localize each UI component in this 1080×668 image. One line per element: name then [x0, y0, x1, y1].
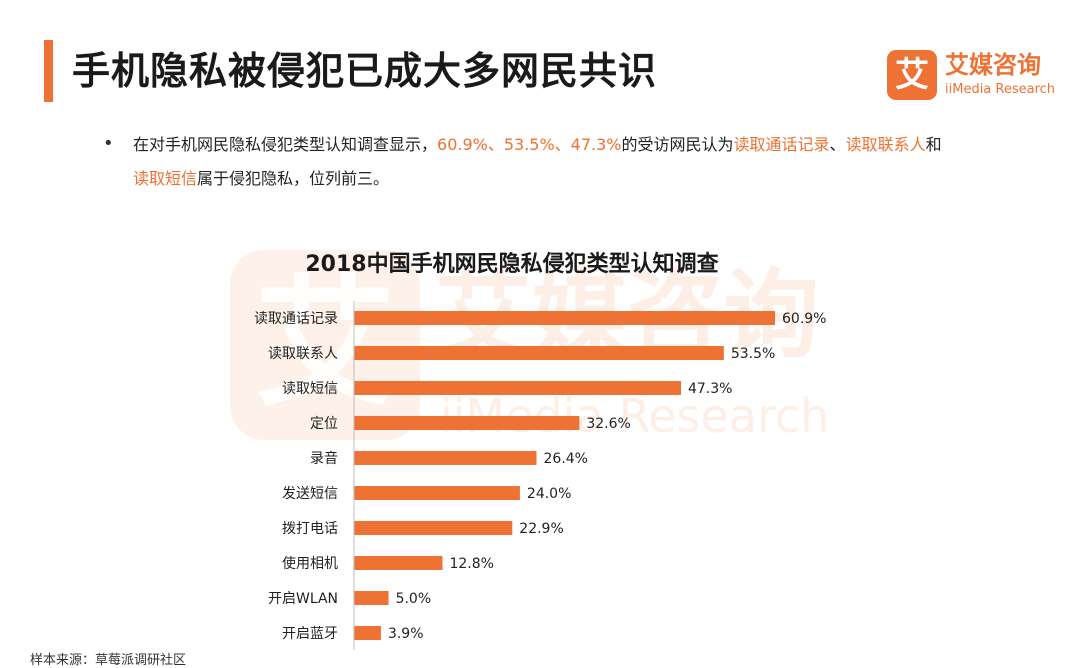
summary-highlight: 读取通话记录	[733, 135, 830, 154]
bar	[354, 451, 537, 465]
bar	[354, 591, 389, 605]
data-label: 32.6%	[586, 416, 630, 432]
bullet-dot: •	[103, 133, 114, 154]
category-label: 开启蓝牙	[282, 626, 338, 642]
bar	[354, 486, 520, 500]
logo-name-cn: 艾媒咨询	[945, 51, 1041, 79]
data-label: 3.9%	[388, 626, 424, 642]
bar	[354, 311, 775, 325]
chart-title: 2018中国手机网民隐私侵犯类型认知调查	[305, 252, 719, 277]
summary-part: 在对手机网民隐私侵犯类型认知调查显示，	[133, 135, 438, 154]
bar	[354, 346, 724, 360]
category-label: 定位	[310, 416, 338, 432]
data-label: 24.0%	[527, 486, 571, 502]
data-label: 60.9%	[782, 311, 826, 327]
summary-paragraph: 在对手机网民隐私侵犯类型认知调查显示，60.9%、53.5%、47.3%的受访网…	[133, 128, 1033, 196]
data-label: 12.8%	[449, 556, 493, 572]
data-label: 22.9%	[519, 521, 563, 537]
bar	[354, 381, 681, 395]
category-label: 发送短信	[282, 486, 338, 502]
summary-highlight: 读取联系人	[845, 135, 926, 154]
summary-part: 和	[925, 135, 942, 154]
summary-part: 的受访网民认为	[621, 135, 734, 154]
category-label: 读取联系人	[268, 345, 338, 362]
summary-highlight: 读取短信	[133, 169, 198, 188]
category-label: 使用相机	[282, 555, 338, 572]
bar	[354, 556, 443, 570]
category-label: 开启WLAN	[268, 591, 338, 607]
category-label: 录音	[310, 450, 338, 467]
data-label: 53.5%	[731, 346, 775, 362]
summary-part: 属于侵犯隐私，位列前三。	[197, 169, 390, 188]
summary-highlight: 60.9%、53.5%、47.3%	[437, 135, 622, 154]
title-accent-bar	[44, 40, 53, 102]
brand-logo: 艾 艾媒咨询 iiMedia Research	[887, 50, 1067, 100]
logo-mark-icon: 艾	[887, 50, 937, 100]
bar	[354, 626, 381, 640]
logo-name-en: iiMedia Research	[945, 82, 1056, 97]
source-note: 样本来源：草莓派调研社区	[30, 653, 187, 668]
data-label: 5.0%	[396, 591, 432, 607]
bar	[354, 416, 580, 430]
category-label: 读取通话记录	[254, 310, 338, 327]
data-label: 47.3%	[688, 381, 732, 397]
data-label: 26.4%	[544, 451, 588, 467]
page-title: 手机隐私被侵犯已成大多网民共识	[72, 49, 658, 93]
summary-part: 、	[829, 135, 846, 154]
category-label: 拨打电话	[282, 520, 338, 537]
category-label: 读取短信	[282, 380, 338, 397]
bar	[354, 521, 513, 535]
